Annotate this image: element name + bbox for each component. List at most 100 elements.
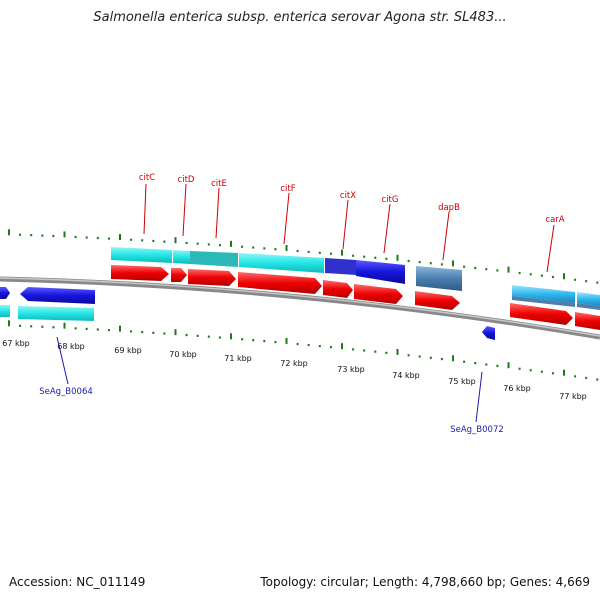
tick-mark bbox=[119, 234, 121, 241]
tick-mark bbox=[163, 332, 166, 335]
tick-mark bbox=[41, 234, 44, 237]
tick-mark bbox=[396, 348, 399, 355]
tick-mark bbox=[174, 329, 177, 336]
tick-mark bbox=[374, 256, 377, 259]
tick-mark bbox=[540, 370, 543, 373]
gene-label-citF: citF bbox=[280, 184, 295, 194]
tick-mark bbox=[8, 229, 10, 236]
gene-arrow[interactable] bbox=[415, 291, 460, 310]
tick-mark bbox=[507, 266, 510, 273]
gene-feature[interactable] bbox=[190, 251, 238, 267]
tick-mark bbox=[563, 273, 565, 280]
tick-mark bbox=[496, 269, 499, 272]
gene-arrow[interactable] bbox=[482, 326, 495, 340]
tick-mark bbox=[485, 268, 488, 271]
gene-label-SeAg_B0072: SeAg_B0072 bbox=[450, 425, 504, 435]
gene-feature[interactable] bbox=[239, 253, 324, 273]
tick-mark bbox=[230, 240, 232, 247]
gene-arrow[interactable] bbox=[171, 268, 187, 282]
tick-mark bbox=[263, 247, 266, 250]
tick-mark bbox=[307, 250, 310, 253]
tick-mark bbox=[485, 363, 488, 366]
gene-label-citC: citC bbox=[139, 173, 155, 183]
gene-arrow[interactable] bbox=[188, 269, 236, 286]
tick-mark bbox=[19, 233, 22, 236]
tick-mark bbox=[30, 325, 33, 328]
tick-mark bbox=[363, 255, 366, 258]
gene-track-lower bbox=[0, 287, 495, 340]
tick-mark bbox=[8, 320, 10, 327]
gene-feature[interactable] bbox=[18, 306, 94, 321]
tick-mark bbox=[230, 333, 232, 340]
gene-arrow[interactable] bbox=[0, 287, 10, 299]
gene-arrow[interactable] bbox=[323, 280, 353, 298]
gene-arrow[interactable] bbox=[354, 284, 403, 304]
tick-mark bbox=[141, 331, 144, 334]
gene-label-citD: citD bbox=[178, 175, 195, 185]
accession-label: Accession: NC_011149 bbox=[9, 575, 146, 589]
gene-feature[interactable] bbox=[512, 296, 575, 307]
label-leaders bbox=[56, 183, 555, 423]
tick-mark bbox=[529, 369, 532, 372]
genome-backbone bbox=[0, 276, 600, 340]
kbp-label: 76 kbp bbox=[503, 384, 531, 393]
tick-mark bbox=[374, 350, 377, 353]
gene-feature[interactable] bbox=[512, 285, 575, 303]
gene-arrow[interactable] bbox=[111, 265, 169, 281]
gene-arrow[interactable] bbox=[510, 303, 573, 325]
gene-feature[interactable] bbox=[356, 260, 405, 284]
tick-mark bbox=[30, 234, 33, 237]
gene-label-citE: citE bbox=[211, 179, 227, 189]
gene-label-dapB: dapB bbox=[438, 203, 460, 213]
tick-mark bbox=[130, 330, 133, 333]
tick-mark bbox=[574, 375, 577, 378]
genome-backbone-highlight bbox=[0, 277, 600, 337]
gene-arrow[interactable] bbox=[20, 287, 95, 304]
kbp-label: 75 kbp bbox=[448, 377, 476, 386]
tick-mark bbox=[407, 259, 410, 263]
kbp-label: 67 kbp bbox=[2, 339, 30, 348]
tick-mark bbox=[585, 280, 588, 283]
tick-mark bbox=[41, 325, 44, 328]
tick-row-upper bbox=[8, 229, 599, 284]
gene-feature[interactable] bbox=[577, 292, 600, 306]
tick-mark bbox=[274, 248, 277, 251]
tick-mark bbox=[329, 346, 332, 349]
tick-mark bbox=[396, 254, 399, 261]
gene-feature[interactable] bbox=[0, 305, 10, 317]
tick-mark bbox=[296, 342, 299, 346]
gene-arrow[interactable] bbox=[238, 272, 322, 294]
gene-arrow[interactable] bbox=[575, 312, 600, 330]
tick-mark bbox=[429, 356, 432, 359]
tick-mark bbox=[551, 275, 554, 279]
tick-mark bbox=[296, 249, 299, 253]
tick-mark bbox=[385, 257, 388, 260]
kbp-label: 69 kbp bbox=[114, 346, 142, 355]
tick-mark bbox=[596, 281, 599, 284]
tick-mark bbox=[85, 236, 88, 239]
tick-mark bbox=[174, 237, 177, 244]
tick-mark bbox=[440, 357, 443, 361]
tick-mark bbox=[241, 245, 244, 248]
tick-mark bbox=[196, 242, 199, 245]
tick-mark bbox=[274, 340, 277, 344]
gene-feature[interactable] bbox=[325, 258, 356, 275]
gene-track-cyan bbox=[111, 247, 600, 310]
kbp-label: 77 kbp bbox=[559, 392, 587, 401]
gene-feature[interactable] bbox=[577, 303, 600, 310]
tick-mark bbox=[218, 336, 221, 339]
tick-mark bbox=[463, 265, 466, 268]
gene-feature[interactable] bbox=[173, 250, 190, 264]
kbp-label: 73 kbp bbox=[337, 365, 365, 374]
tick-mark bbox=[185, 333, 188, 337]
gene-feature[interactable] bbox=[416, 266, 462, 291]
gene-label-citG: citG bbox=[382, 195, 399, 205]
tick-mark bbox=[518, 271, 521, 275]
tick-mark bbox=[307, 343, 310, 347]
tick-mark bbox=[185, 241, 188, 245]
gene-feature[interactable] bbox=[111, 247, 172, 263]
tick-mark bbox=[341, 249, 343, 256]
tick-mark bbox=[529, 273, 532, 276]
tick-mark bbox=[107, 329, 110, 332]
